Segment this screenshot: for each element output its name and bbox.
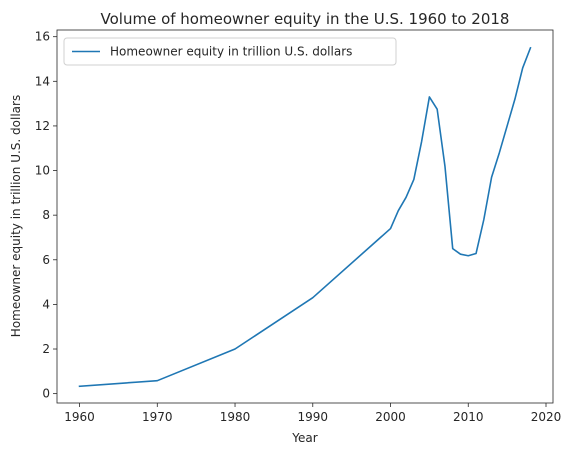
x-tick-label-1980: 1980 <box>220 410 251 424</box>
x-axis-label: Year <box>291 431 317 445</box>
y-tick-label-0: 0 <box>42 387 50 401</box>
plot-area: 1960 1970 1980 1990 2000 2010 2020 0 2 4 6 8 10 12 14 1… <box>35 29 562 424</box>
x-tick-label-1960: 1960 <box>64 410 95 424</box>
x-tick-label-1990: 1990 <box>298 410 329 424</box>
legend-box <box>63 37 397 66</box>
x-tick-label-2000: 2000 <box>375 410 406 424</box>
plot-frame <box>56 29 554 404</box>
y-tick-label-4: 4 <box>42 297 50 311</box>
y-tick-label-12: 12 <box>35 119 50 133</box>
legend-label-0: Homeowner equity in trillion U.S. dollar… <box>110 45 352 59</box>
y-tick-label-14: 14 <box>35 74 50 88</box>
x-tick-label-2010: 2010 <box>453 410 484 424</box>
chart-title: Volume of homeowner equity in the U.S. 1… <box>101 10 510 28</box>
y-tick-label-2: 2 <box>42 342 50 356</box>
x-tick-label-2020: 2020 <box>531 410 562 424</box>
y-tick-label-10: 10 <box>35 164 50 178</box>
x-tick-label-1970: 1970 <box>142 410 173 424</box>
series-line-0 <box>78 46 532 388</box>
y-axis-label: Homeowner equity in trillion U.S. dollar… <box>9 95 23 337</box>
y-tick-label-16: 16 <box>35 30 50 44</box>
y-tick-label-6: 6 <box>42 253 50 267</box>
y-tick-label-8: 8 <box>42 208 50 222</box>
